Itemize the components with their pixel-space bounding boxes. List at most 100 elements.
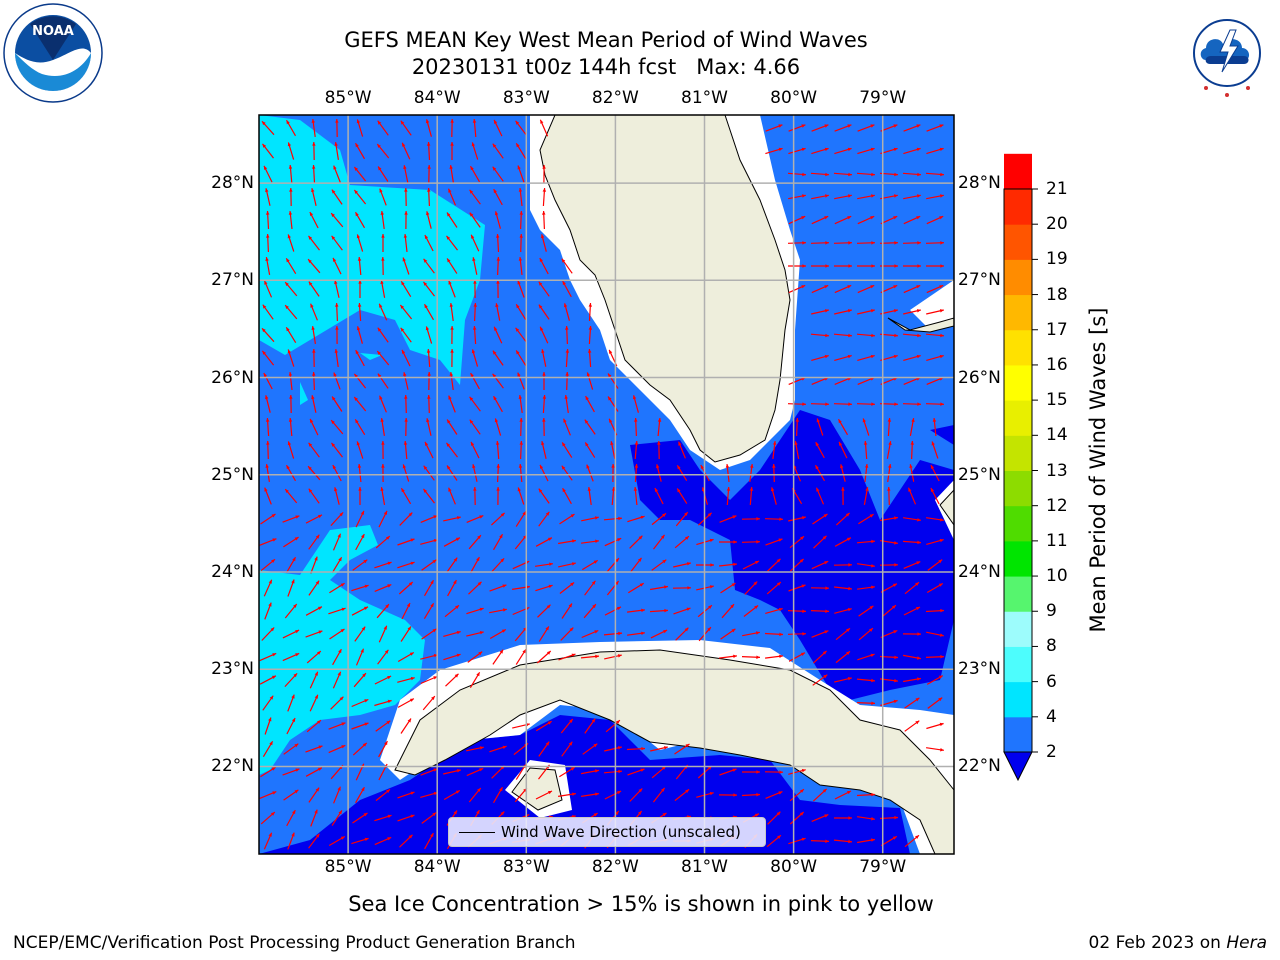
colorbar-segment [1004,224,1032,260]
wind-wave-arrowhead [662,813,667,817]
wind-wave-arrowhead [287,234,291,239]
wind-wave-arrowhead [518,464,523,468]
wind-wave-arrowhead [894,678,898,683]
wind-wave-arrowhead [871,678,875,683]
wind-wave-arrowhead [364,606,368,610]
wind-wave-arrowhead [496,280,500,284]
wind-wave-arrowhead [408,512,413,517]
wind-wave-arrowhead [569,627,574,632]
wind-wave-arrowhead [410,814,415,818]
wind-wave-arrowhead [824,124,829,128]
wind-wave-arrowhead [492,373,497,378]
wind-wave-arrowhead [871,333,875,338]
lon-tick-label-bottom: 80°W [770,857,818,877]
wind-wave-arrowhead [357,464,362,468]
wind-wave-arrowhead [381,234,385,238]
wind-wave-arrowhead [449,303,453,307]
wind-wave-arrowhead [632,395,637,400]
wind-wave-arrowhead [542,188,547,192]
wind-wave-arrowhead [433,515,438,519]
wind-wave-arrowhead [479,607,484,611]
wind-wave-arrowhead [427,188,431,192]
wind-wave-arrowhead [410,561,415,565]
lon-tick-label-bottom: 85°W [324,857,372,877]
lon-tick-label-bottom: 84°W [413,857,461,877]
wind-wave-arrowhead [778,124,783,128]
wind-wave-arrowhead [268,579,272,584]
wind-wave-arrowhead [848,194,852,198]
wind-wave-arrowhead [470,166,474,171]
wind-wave-arrowhead [495,303,499,307]
wind-wave-arrowhead [516,304,520,309]
wind-wave-arrowhead [617,606,621,611]
wind-wave-arrowhead [686,562,691,566]
wind-wave-arrowhead [894,655,898,660]
wind-wave-arrowhead [381,441,385,445]
wind-wave-arrowhead [499,787,503,792]
wind-wave-arrowhead [341,607,346,611]
wind-wave-arrowhead [494,326,498,331]
lat-tick-label-left: 25°N [211,464,254,485]
footer-date-text: 02 Feb 2023 on [1088,933,1227,953]
wind-wave-arrowhead [314,809,318,814]
wind-wave-arrowhead [516,143,520,148]
wind-wave-arrowhead [685,789,690,793]
wind-wave-arrowhead [433,768,438,772]
wind-wave-arrowhead [308,281,313,286]
wind-wave-arrowhead [825,402,829,406]
wind-wave-arrowhead [494,418,499,423]
wind-wave-arrowhead [360,648,364,653]
wind-wave-arrowhead [564,395,568,399]
wind-wave-arrowhead [822,788,827,793]
wind-wave-arrowhead [355,350,359,355]
wind-wave-arrowhead [334,487,338,492]
wind-wave-arrowhead [354,167,358,171]
wind-wave-arrowhead [938,559,943,564]
wind-wave-arrowhead [265,418,270,422]
wind-wave-arrowhead [447,258,451,263]
wind-wave-arrowhead [662,513,666,517]
wind-wave-arrowhead [940,241,944,245]
wind-wave-arrowhead [361,787,365,792]
wind-wave-arrowhead [542,372,546,376]
wind-wave-arrowhead [917,194,921,198]
wind-wave-arrowhead [469,419,474,424]
colorbar-segment [1004,646,1032,683]
wind-wave-arrowhead [893,354,898,359]
wind-wave-arrowhead [687,586,691,590]
wind-wave-arrowhead [308,466,312,470]
wind-wave-arrowhead [476,810,480,815]
wind-wave-arrowhead [549,562,553,566]
noaa-logo: NOAA [3,3,103,103]
lat-tick-label-right: 28°N [958,173,1001,194]
wind-wave-arrowhead [572,792,576,796]
wind-wave-arrowhead [493,396,497,401]
footer-system: Hera [1226,933,1267,953]
wind-wave-arrowhead [293,673,298,678]
wind-wave-arrowhead [538,488,543,493]
wind-wave-arrowhead [802,241,806,245]
wind-wave-arrowhead [662,559,667,564]
wind-wave-arrowhead [446,235,451,240]
wind-wave-arrowhead [426,349,431,353]
wind-wave-arrowhead [640,768,645,772]
wind-wave-arrowhead [515,120,520,125]
wind-wave-arrowhead [562,442,566,447]
wind-wave-arrowhead [562,488,566,493]
wind-wave-arrowhead [494,119,498,124]
wind-wave-arrowhead [609,349,613,354]
wind-wave-arrowhead [756,517,760,521]
wind-wave-arrowhead [615,558,619,562]
wind-wave-arrowhead [495,441,500,445]
wind-wave-arrowhead [479,768,484,772]
sea-ice-note: Sea Ice Concentration > 15% is shown in … [348,892,934,916]
wind-wave-arrowhead [265,188,269,193]
wind-wave-arrowhead [424,304,428,309]
wind-wave-arrowhead [340,836,345,840]
wind-wave-arrowhead [847,677,852,681]
wind-wave-arrowhead [311,188,315,193]
wind-wave-arrowhead [802,632,806,636]
wind-wave-arrowhead [431,696,435,700]
wind-wave-arrowhead [825,194,829,198]
wind-wave-arrowhead [617,791,622,795]
